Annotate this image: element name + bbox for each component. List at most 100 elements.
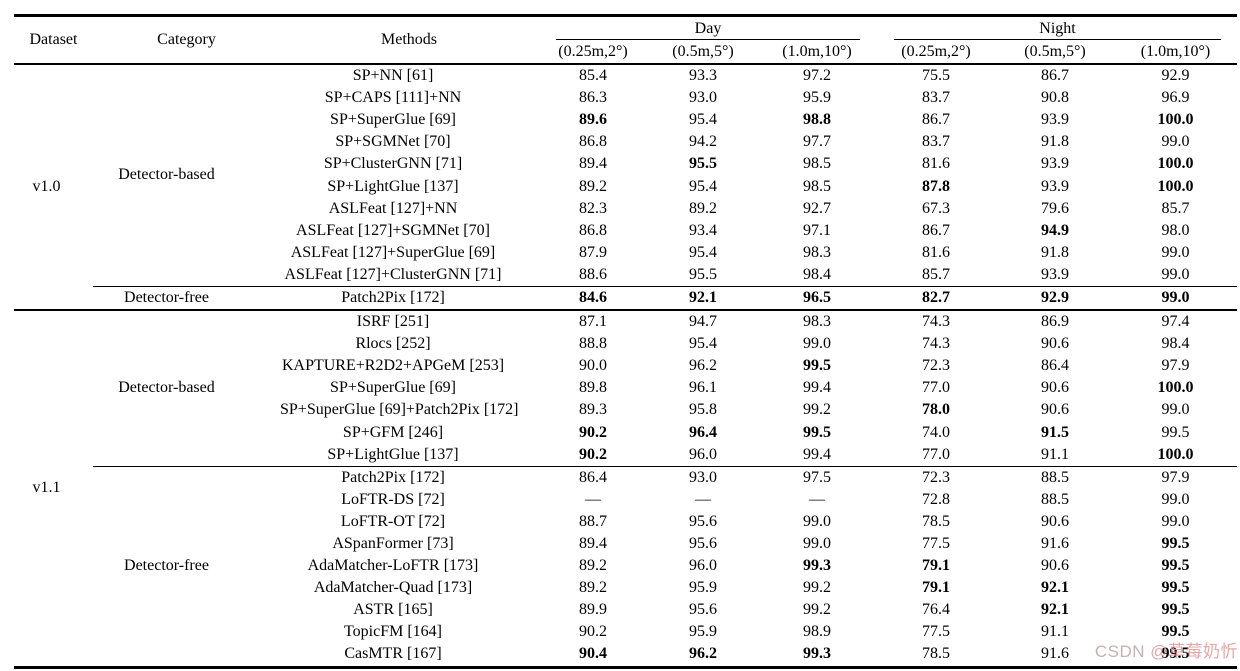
value-cell: 95.4 [689, 111, 717, 129]
value-cell: 96.4 [689, 423, 717, 441]
method-cell: Patch2Pix [172] [280, 285, 538, 311]
table-row: SP+ClusterGNN [71] 89.4 95.5 98.5 81.6 93.9 10… [14, 153, 1237, 175]
method-cell: SP+GFM [246] [342, 423, 444, 441]
method-cell: AdaMatcher-LoFTR [173] [307, 557, 479, 575]
value-cell: 95.5 [689, 265, 717, 283]
value-cell: 89.4 [579, 535, 607, 553]
value-cell: 93.3 [689, 67, 717, 85]
method-cell: Rlocs [252] [355, 335, 431, 353]
table-row: CasMTR [167] 90.4 96.2 99.3 78.5 91.6 99.5 [14, 643, 1237, 667]
table-row: SP+CAPS [111]+NN 86.3 93.0 95.9 83.7 90.8 96.9 [14, 87, 1237, 109]
table-row: LoFTR-OT [72] 88.7 95.6 99.0 78.5 90.6 99.0 [14, 511, 1237, 533]
value-cell: 97.4 [1114, 309, 1237, 334]
table-row: ASLFeat [127]+SGMNet [70] 86.8 93.4 97.1 86.… [14, 220, 1237, 242]
value-cell: 98.9 [803, 623, 831, 641]
method-cell: LoFTR-DS [72] [341, 490, 445, 508]
value-cell: 78.5 [922, 645, 950, 663]
value-cell: 95.4 [689, 177, 717, 195]
value-cell: 99.4 [803, 379, 831, 397]
value-cell: 96.0 [689, 445, 717, 463]
category-cell: Detector-free [93, 465, 280, 668]
col-header-methods: Methods [280, 15, 538, 65]
value-cell: 81.6 [922, 243, 950, 261]
value-cell: 94.2 [689, 133, 717, 151]
table-row: LoFTR-DS [72] — — — 72.8 88.5 99.0 [14, 489, 1237, 511]
table-row: SP+GFM [246] 90.2 96.4 99.5 74.0 91.5 99.5 [14, 422, 1237, 444]
value-cell: 89.2 [689, 199, 717, 217]
method-cell: ASLFeat [127]+SGMNet [70] [296, 221, 490, 239]
value-cell: 79.1 [922, 579, 950, 597]
value-cell: 99.0 [1161, 265, 1190, 283]
value-cell: 90.6 [1041, 379, 1069, 397]
value-cell: 86.7 [922, 111, 950, 129]
value-cell: 97.7 [803, 133, 831, 151]
table-row: v1.1 Detector-based ISRF [251] 87.1 94.7 98.3… [14, 309, 1237, 668]
value-cell: — [695, 490, 711, 508]
value-cell: 100.0 [1157, 111, 1194, 129]
table-row: Rlocs [252] 88.8 95.4 99.0 74.3 90.6 98.4 [14, 333, 1237, 355]
table-row: ASLFeat [127]+SuperGlue [69] 87.9 95.4 98.3… [14, 242, 1237, 264]
value-cell: 93.4 [689, 221, 717, 239]
value-cell: 95.5 [689, 155, 717, 173]
value-cell: 74.3 [922, 335, 950, 353]
value-cell: 97.1 [803, 221, 831, 239]
value-cell: 77.5 [922, 623, 950, 641]
value-cell: 79.1 [922, 557, 950, 575]
table-row: AdaMatcher-LoFTR [173] 89.2 96.0 99.3 79.1 90… [14, 555, 1237, 577]
value-cell: 99.5 [1161, 579, 1190, 597]
table-row: ASpanFormer [73] 89.4 95.6 99.0 77.5 91.6 99.5 [14, 533, 1237, 555]
value-cell: 99.5 [803, 357, 831, 375]
value-cell: 91.8 [1041, 243, 1069, 261]
table-header: Dataset Category Methods Day Night (0.25… [14, 15, 1237, 65]
value-cell: 91.6 [1041, 645, 1069, 663]
col-header-dataset: Dataset [14, 15, 93, 65]
value-cell: 76.4 [922, 601, 950, 619]
value-cell: 78.5 [922, 512, 950, 530]
table-row: ASLFeat [127]+NN 82.3 89.2 92.7 67.3 79.6 85.7 [14, 198, 1237, 220]
value-cell: 95.8 [689, 401, 717, 419]
value-cell: 72.3 [922, 357, 950, 375]
table-row: SP+SuperGlue [69] 89.8 96.1 99.4 77.0 90.6 100… [14, 377, 1237, 399]
value-cell: 86.8 [579, 221, 607, 239]
value-cell: 72.8 [922, 490, 950, 508]
value-cell: 89.2 [579, 557, 607, 575]
value-cell: 90.8 [1041, 89, 1069, 107]
value-cell: 99.4 [803, 445, 831, 463]
value-cell: 91.5 [1041, 423, 1069, 441]
method-cell: ASLFeat [127]+SuperGlue [69] [290, 243, 496, 261]
value-cell: 92.9 [1161, 67, 1190, 85]
col-header-day-05m5: (0.5m,5°) [648, 40, 758, 65]
value-cell: 99.0 [803, 512, 831, 530]
table-row: Detector-free Patch2Pix [172] 86.4 93.0 97.5… [14, 465, 1237, 668]
value-cell: 89.3 [579, 401, 607, 419]
value-cell: 99.5 [1161, 601, 1190, 619]
method-cell: SP+LightGlue [137] [327, 445, 459, 463]
night-group-label: Night [894, 17, 1221, 40]
value-cell: 95.9 [689, 623, 717, 641]
table-row: SP+SuperGlue [69] 89.6 95.4 98.8 86.7 93.9 100… [14, 109, 1237, 131]
value-cell: 89.9 [579, 601, 607, 619]
table-row: KAPTURE+R2D2+APGeM [253] 90.0 96.2 99.5 72.3… [14, 355, 1237, 377]
value-cell: 98.5 [803, 177, 831, 195]
method-cell: LoFTR-OT [72] [340, 512, 446, 530]
value-cell: 95.6 [689, 512, 717, 530]
value-cell: 82.7 [876, 285, 996, 311]
value-cell: 87.9 [579, 243, 607, 261]
value-cell: 87.1 [538, 309, 648, 334]
value-cell: 90.2 [579, 623, 607, 641]
value-cell: 91.1 [1041, 623, 1069, 641]
value-cell: 86.4 [538, 465, 648, 489]
value-cell: 89.4 [579, 155, 607, 173]
table-row: v1.0 Detector-based SP+NN [61] 85.4 93.3 97.2… [14, 64, 1237, 195]
value-cell: 77.0 [922, 445, 950, 463]
value-cell: 95.9 [803, 89, 831, 107]
value-cell: 96.5 [758, 285, 876, 311]
value-cell: 100.0 [1157, 445, 1194, 463]
category-cell: Detector-based [118, 166, 215, 184]
method-cell: CasMTR [167] [344, 645, 442, 663]
table-row: TopicFM [164] 90.2 95.9 98.9 77.5 91.1 99.5 [14, 621, 1237, 643]
value-cell: 91.8 [1041, 133, 1069, 151]
table-row: ASLFeat [127]+ClusterGNN [71] 88.6 95.5 98.… [14, 264, 1237, 287]
value-cell: 88.7 [579, 512, 607, 530]
method-cell: ASLFeat [127]+ClusterGNN [71] [284, 265, 502, 283]
